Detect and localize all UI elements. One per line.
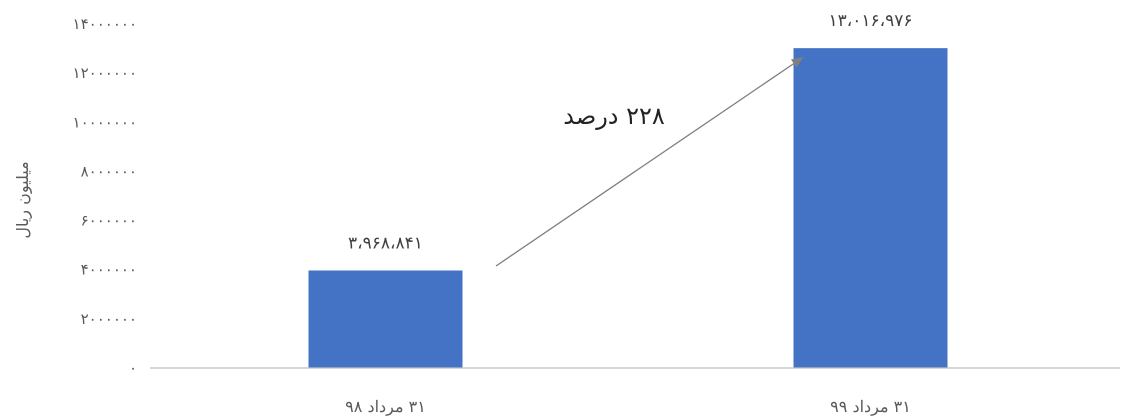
- x-category-label: ۳۱ مرداد ۹۸: [345, 397, 426, 416]
- bar-value-label: ۳،۹۶۸،۸۴۱: [348, 233, 423, 253]
- y-tick-label: ۱۴۰۰۰۰۰۰: [73, 15, 137, 33]
- y-tick-label: ۴۰۰۰۰۰۰: [81, 261, 137, 279]
- x-axis-categories: ۳۱ مرداد ۹۸ ۳۱ مرداد ۹۹: [345, 397, 911, 416]
- y-tick-label: ۱۲۰۰۰۰۰۰: [73, 64, 137, 82]
- y-tick-label: ۰: [129, 359, 137, 377]
- growth-arrow: [495, 56, 804, 267]
- x-category-label: ۳۱ مرداد ۹۹: [830, 397, 911, 416]
- bars: [308, 48, 948, 369]
- y-tick-label: ۲۰۰۰۰۰۰: [81, 310, 137, 328]
- y-tick-label: ۸۰۰۰۰۰۰: [81, 162, 137, 180]
- bar: [308, 270, 463, 368]
- data-labels: ۳،۹۶۸،۸۴۱ ۱۳،۰۱۶،۹۷۶: [348, 11, 912, 253]
- y-axis-title: میلیون ریال: [13, 161, 33, 238]
- y-tick-label: ۶۰۰۰۰۰۰: [81, 212, 137, 230]
- bar: [793, 48, 948, 369]
- y-tick-label: ۱۰۰۰۰۰۰۰: [73, 113, 137, 131]
- y-axis-ticks: ۰ ۲۰۰۰۰۰۰ ۴۰۰۰۰۰۰ ۶۰۰۰۰۰۰ ۸۰۰۰۰۰۰ ۱۰۰۰۰۰۰۰ ۱۲۰…: [73, 15, 137, 377]
- growth-annotation: ۲۲۸ درصد: [563, 102, 665, 130]
- bar-value-label: ۱۳،۰۱۶،۹۷۶: [828, 11, 912, 31]
